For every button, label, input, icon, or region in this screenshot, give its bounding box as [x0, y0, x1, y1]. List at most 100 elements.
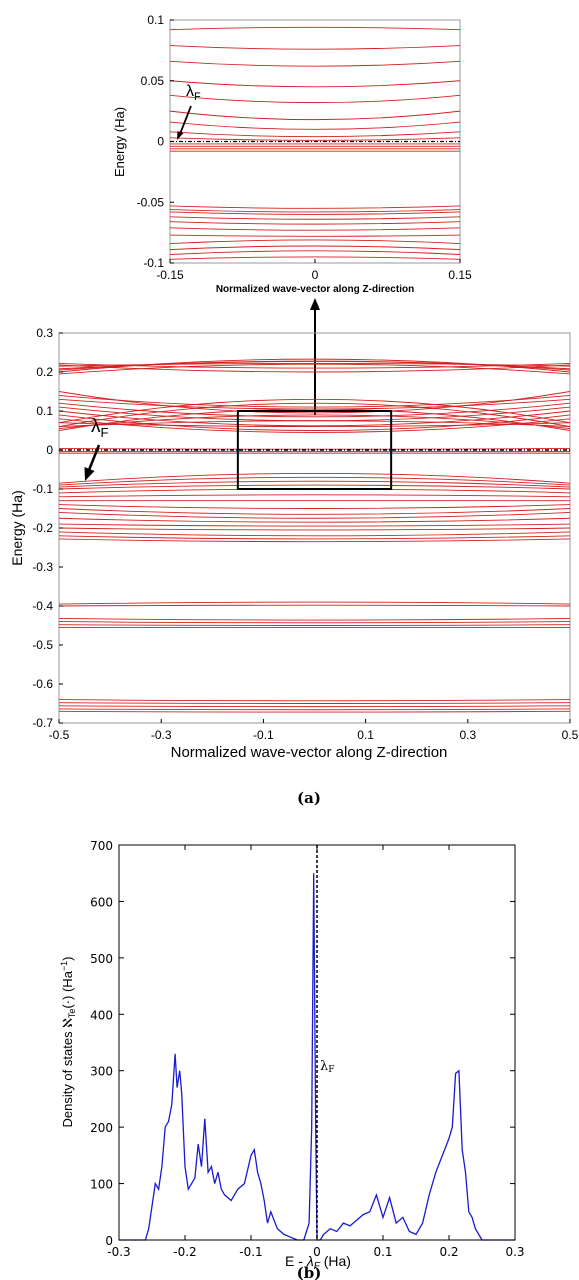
x-tick-label: 0.15: [448, 268, 472, 282]
x-tick-label: -0.5: [49, 728, 70, 742]
main-x-ticks: -0.5 -0.3 -0.1 0.1 0.3 0.5: [49, 719, 579, 742]
band-line: [169, 205, 461, 209]
x-tick-label: -0.3: [107, 1245, 130, 1259]
x-tick-label: 0.5: [562, 728, 579, 742]
band-line: [169, 94, 461, 104]
inset-y-label: Energy (Ha): [112, 107, 127, 177]
y-tick-label: 0.1: [147, 13, 164, 27]
dos-fermi-label: λF: [320, 1059, 335, 1075]
y-tick-label: 700: [90, 839, 113, 853]
x-tick-label: -0.2: [173, 1245, 196, 1259]
band-line: [169, 131, 461, 138]
y-tick-label: -0.6: [32, 677, 53, 691]
caption-b: (b): [297, 1264, 322, 1280]
band-line: [58, 360, 571, 371]
band-line: [58, 420, 571, 428]
band-line: [169, 245, 461, 251]
y-tick-label: 200: [90, 1121, 113, 1135]
band-line: [58, 604, 571, 607]
band-line: [58, 699, 571, 702]
band-line: [58, 511, 571, 519]
band-line: [58, 531, 571, 537]
band-line: [169, 216, 461, 220]
main-fermi-label: λF: [91, 416, 109, 440]
band-line: [58, 480, 571, 488]
inset-y-ticks: 0.1 0.05 0 -0.05 -0.1: [137, 13, 174, 270]
caption-a: (a): [297, 789, 321, 807]
y-tick-label: -0.5: [32, 638, 53, 652]
band-line: [58, 504, 571, 509]
dos-x-ticks: -0.3 -0.2 -0.1 0 0.1 0.2 0.3: [107, 845, 525, 1259]
x-tick-label: -0.1: [253, 728, 274, 742]
dos-y-ticks: 700 600 500 400 300 200 100 0: [90, 839, 515, 1248]
x-tick-label: -0.1: [239, 1245, 262, 1259]
y-tick-label: 0.05: [141, 74, 165, 88]
band-line: [58, 494, 571, 498]
x-tick-label: 0.3: [459, 728, 476, 742]
band-line: [58, 402, 571, 428]
main-fermi-arrowhead: [84, 467, 95, 481]
y-tick-label: 300: [90, 1065, 113, 1079]
band-line: [58, 535, 571, 540]
y-tick-label: 0.2: [36, 365, 53, 379]
inset-chart: 0.1 0.05 0 -0.05 -0.1 -0.15 0 0.15 Energy (Ha)…: [112, 13, 472, 295]
band-line: [169, 80, 461, 88]
band-line: [58, 394, 571, 408]
band-line: [58, 362, 571, 367]
x-tick-label: 0: [312, 268, 319, 282]
band-line: [169, 26, 461, 31]
band-line: [58, 472, 571, 484]
inset-fermi-label: λF: [186, 83, 201, 103]
y-tick-label: -0.05: [137, 195, 165, 209]
band-line: [58, 621, 571, 624]
band-line: [58, 538, 571, 543]
band-line: [58, 710, 571, 713]
band-line: [169, 209, 461, 213]
band-line: [58, 517, 571, 523]
y-tick-label: 0.1: [36, 404, 53, 418]
main-bands: [58, 358, 571, 713]
band-line: [169, 110, 461, 121]
y-tick-label: 100: [90, 1178, 113, 1192]
main-y-ticks: 0.3 0.2 0.1 0 -0.1 -0.2 -0.3 -0.4 -0.5 -0.6 -0.7: [32, 326, 63, 730]
inset-bands: [169, 26, 461, 260]
x-tick-label: 0.1: [357, 728, 374, 742]
dos-chart: 700 600 500 400 300 200 100 0 -0.3 -0.2 -0.1 0 0.1 0…: [59, 839, 525, 1272]
band-line: [58, 447, 571, 450]
dos-series-line: [119, 873, 515, 1241]
y-tick-label: 0: [157, 135, 164, 149]
band-line: [58, 624, 571, 626]
band-line: [58, 527, 571, 531]
dos-x-label: E - λF (Ha): [285, 1253, 351, 1272]
main-x-label: Normalized wave-vector along Z-direction: [171, 744, 448, 761]
band-line: [169, 121, 461, 130]
y-tick-label: -0.7: [32, 716, 53, 730]
zoom-box: [236, 410, 393, 490]
x-tick-label: 0.3: [505, 1245, 524, 1259]
inset-x-ticks: -0.15 0 0.15: [156, 259, 472, 282]
y-tick-label: -0.4: [32, 599, 53, 613]
band-line: [169, 256, 461, 260]
y-tick-label: 0.3: [36, 326, 53, 340]
y-tick-label: -0.3: [32, 560, 53, 574]
band-line: [58, 422, 571, 428]
y-tick-label: 400: [90, 1008, 113, 1022]
band-line: [169, 137, 461, 141]
band-line: [58, 363, 571, 375]
x-tick-label: 0: [313, 1245, 321, 1259]
band-line: [58, 484, 571, 490]
band-line: [58, 418, 571, 433]
main-fermi-arrow: [87, 444, 101, 471]
band-line: [58, 705, 571, 708]
band-line: [58, 476, 571, 486]
band-line: [169, 221, 461, 225]
band-line: [169, 60, 461, 67]
band-line: [58, 601, 571, 605]
band-line: [58, 702, 571, 704]
y-tick-label: 500: [90, 952, 113, 966]
y-tick-label: -0.2: [32, 521, 53, 535]
y-tick-label: 0: [105, 1234, 113, 1248]
y-tick-label: 0: [46, 443, 53, 457]
x-tick-label: 0.2: [439, 1245, 458, 1259]
